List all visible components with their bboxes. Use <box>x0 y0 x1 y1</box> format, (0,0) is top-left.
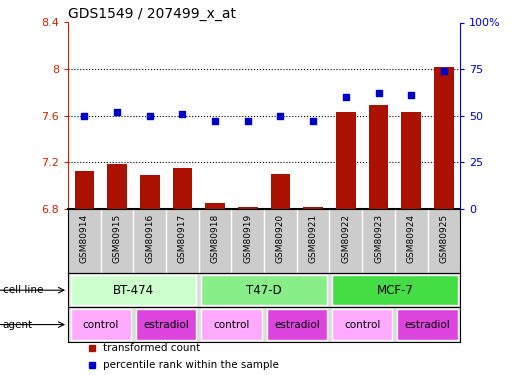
Bar <box>397 309 458 340</box>
Bar <box>201 309 262 340</box>
Point <box>145 113 154 119</box>
Text: GSM80918: GSM80918 <box>211 214 220 263</box>
Bar <box>271 174 290 209</box>
Point <box>211 118 219 124</box>
Text: GSM80919: GSM80919 <box>243 214 252 263</box>
Point <box>80 113 88 119</box>
Point <box>374 90 383 96</box>
Text: GSM80922: GSM80922 <box>342 214 350 262</box>
Text: GDS1549 / 207499_x_at: GDS1549 / 207499_x_at <box>68 8 236 21</box>
Point <box>407 92 415 98</box>
Point <box>244 118 252 124</box>
Bar <box>201 275 327 305</box>
Bar <box>74 171 94 209</box>
Bar <box>369 105 388 209</box>
Point <box>178 111 187 117</box>
Text: percentile rank within the sample: percentile rank within the sample <box>104 360 279 370</box>
Bar <box>434 67 453 209</box>
Bar <box>267 309 327 340</box>
Text: GSM80925: GSM80925 <box>439 214 448 263</box>
Bar <box>107 164 127 209</box>
Text: GSM80920: GSM80920 <box>276 214 285 263</box>
Bar <box>336 112 356 209</box>
Text: BT-474: BT-474 <box>113 284 154 297</box>
Text: T47-D: T47-D <box>246 284 282 297</box>
Bar <box>136 309 196 340</box>
Bar <box>71 309 131 340</box>
Text: GSM80924: GSM80924 <box>407 214 416 262</box>
Text: GSM80923: GSM80923 <box>374 214 383 263</box>
Text: GSM80917: GSM80917 <box>178 214 187 263</box>
Text: MCF-7: MCF-7 <box>377 284 413 297</box>
Bar <box>332 309 392 340</box>
Bar <box>173 168 192 209</box>
Text: control: control <box>344 320 380 330</box>
Text: estradiol: estradiol <box>274 320 320 330</box>
Text: cell line: cell line <box>3 285 43 295</box>
Text: control: control <box>83 320 119 330</box>
Point <box>342 94 350 100</box>
Bar <box>140 176 160 209</box>
Text: control: control <box>213 320 249 330</box>
Bar <box>402 112 421 209</box>
Bar <box>238 207 257 209</box>
Bar <box>303 207 323 209</box>
Text: estradiol: estradiol <box>143 320 189 330</box>
Point <box>309 118 317 124</box>
Point <box>113 109 121 115</box>
Bar <box>71 275 196 305</box>
Text: GSM80914: GSM80914 <box>80 214 89 263</box>
Text: GSM80915: GSM80915 <box>112 214 121 263</box>
Bar <box>206 203 225 209</box>
Text: estradiol: estradiol <box>405 320 450 330</box>
Text: GSM80916: GSM80916 <box>145 214 154 263</box>
Bar <box>332 275 458 305</box>
Point <box>276 113 285 119</box>
Text: transformed count: transformed count <box>104 343 200 353</box>
Text: GSM80921: GSM80921 <box>309 214 317 263</box>
Point <box>440 68 448 74</box>
Text: agent: agent <box>3 320 33 330</box>
